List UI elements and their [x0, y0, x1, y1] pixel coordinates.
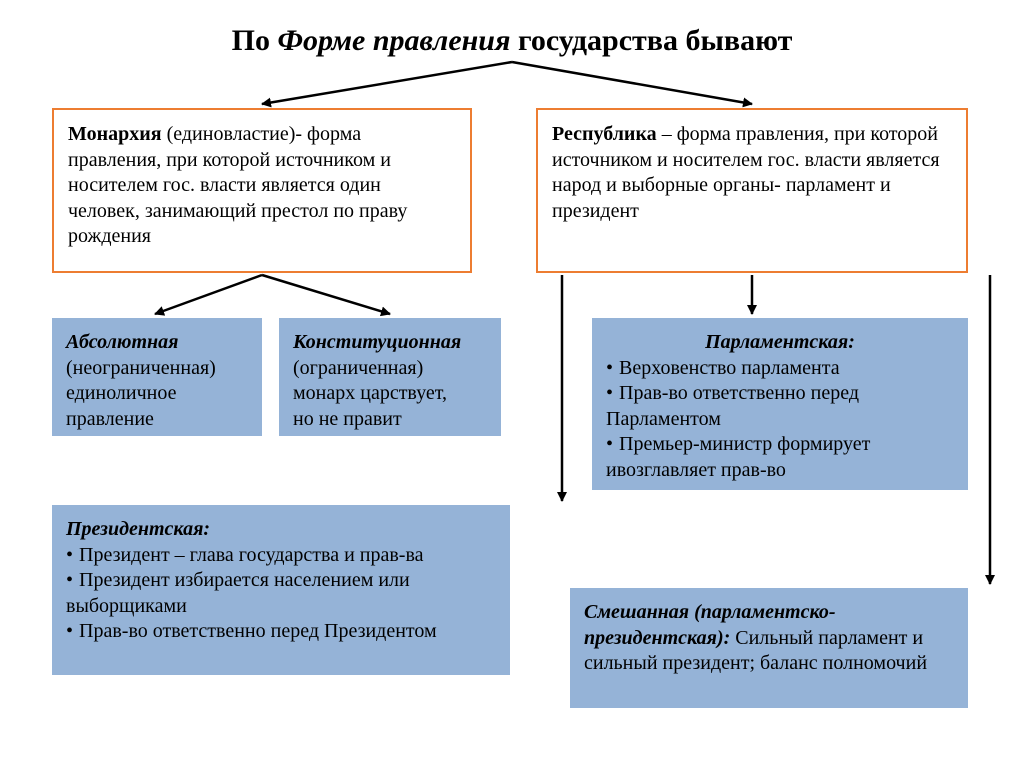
parliamentary-heading: Парламентская:	[606, 330, 954, 356]
absolute-heading: Абсолютная	[66, 330, 248, 356]
monarchy-heading-paren: (единовластие)-	[167, 123, 307, 145]
diagram-title: По Форме правления государства бывают	[0, 24, 1024, 58]
constitutional-heading: Конституционная	[293, 330, 487, 356]
republic-definition: Республика – форма правления, при которо…	[536, 108, 968, 273]
list-item: Премьер-министр формирует ивозглавляет п…	[606, 432, 954, 483]
mixed-republic: Смешанная (парламентско-президентская): …	[570, 588, 968, 708]
absolute-body-3: правление	[66, 407, 248, 433]
title-prefix: По	[232, 24, 278, 57]
absolute-body-1: (неограниченная)	[66, 356, 248, 382]
presidential-heading: Президентская:	[66, 517, 496, 543]
list-item: Президент – глава государства и прав-ва	[66, 543, 496, 569]
constitutional-monarchy: Конституционная (ограниченная) монарх ца…	[279, 318, 501, 436]
list-item: Прав-во ответственно перед Парламентом	[606, 381, 954, 432]
parliamentary-republic: Парламентская: Верховенство парламента П…	[592, 318, 968, 490]
title-italic: Форме правления	[277, 24, 510, 57]
absolute-monarchy: Абсолютная (неограниченная) единоличное …	[52, 318, 262, 436]
monarchy-heading: Монархия	[68, 123, 167, 145]
absolute-body-2: единоличное	[66, 381, 248, 407]
title-suffix: государства бывают	[510, 24, 792, 57]
list-item: Президент избирается населением или выбо…	[66, 568, 496, 619]
constitutional-body-2: монарх царствует,	[293, 381, 487, 407]
presidential-list: Президент – глава государства и прав-ва …	[66, 543, 496, 645]
parliamentary-list: Верховенство парламента Прав-во ответств…	[606, 356, 954, 484]
list-item: Верховенство парламента	[606, 356, 954, 382]
list-item: Прав-во ответственно перед Президентом	[66, 619, 496, 645]
monarchy-definition: Монархия (единовластие)- форма правления…	[52, 108, 472, 273]
presidential-republic: Президентская: Президент – глава государ…	[52, 505, 510, 675]
constitutional-body-1: (ограниченная)	[293, 356, 487, 382]
republic-heading: Республика	[552, 123, 662, 145]
constitutional-body-3: но не правит	[293, 407, 487, 433]
